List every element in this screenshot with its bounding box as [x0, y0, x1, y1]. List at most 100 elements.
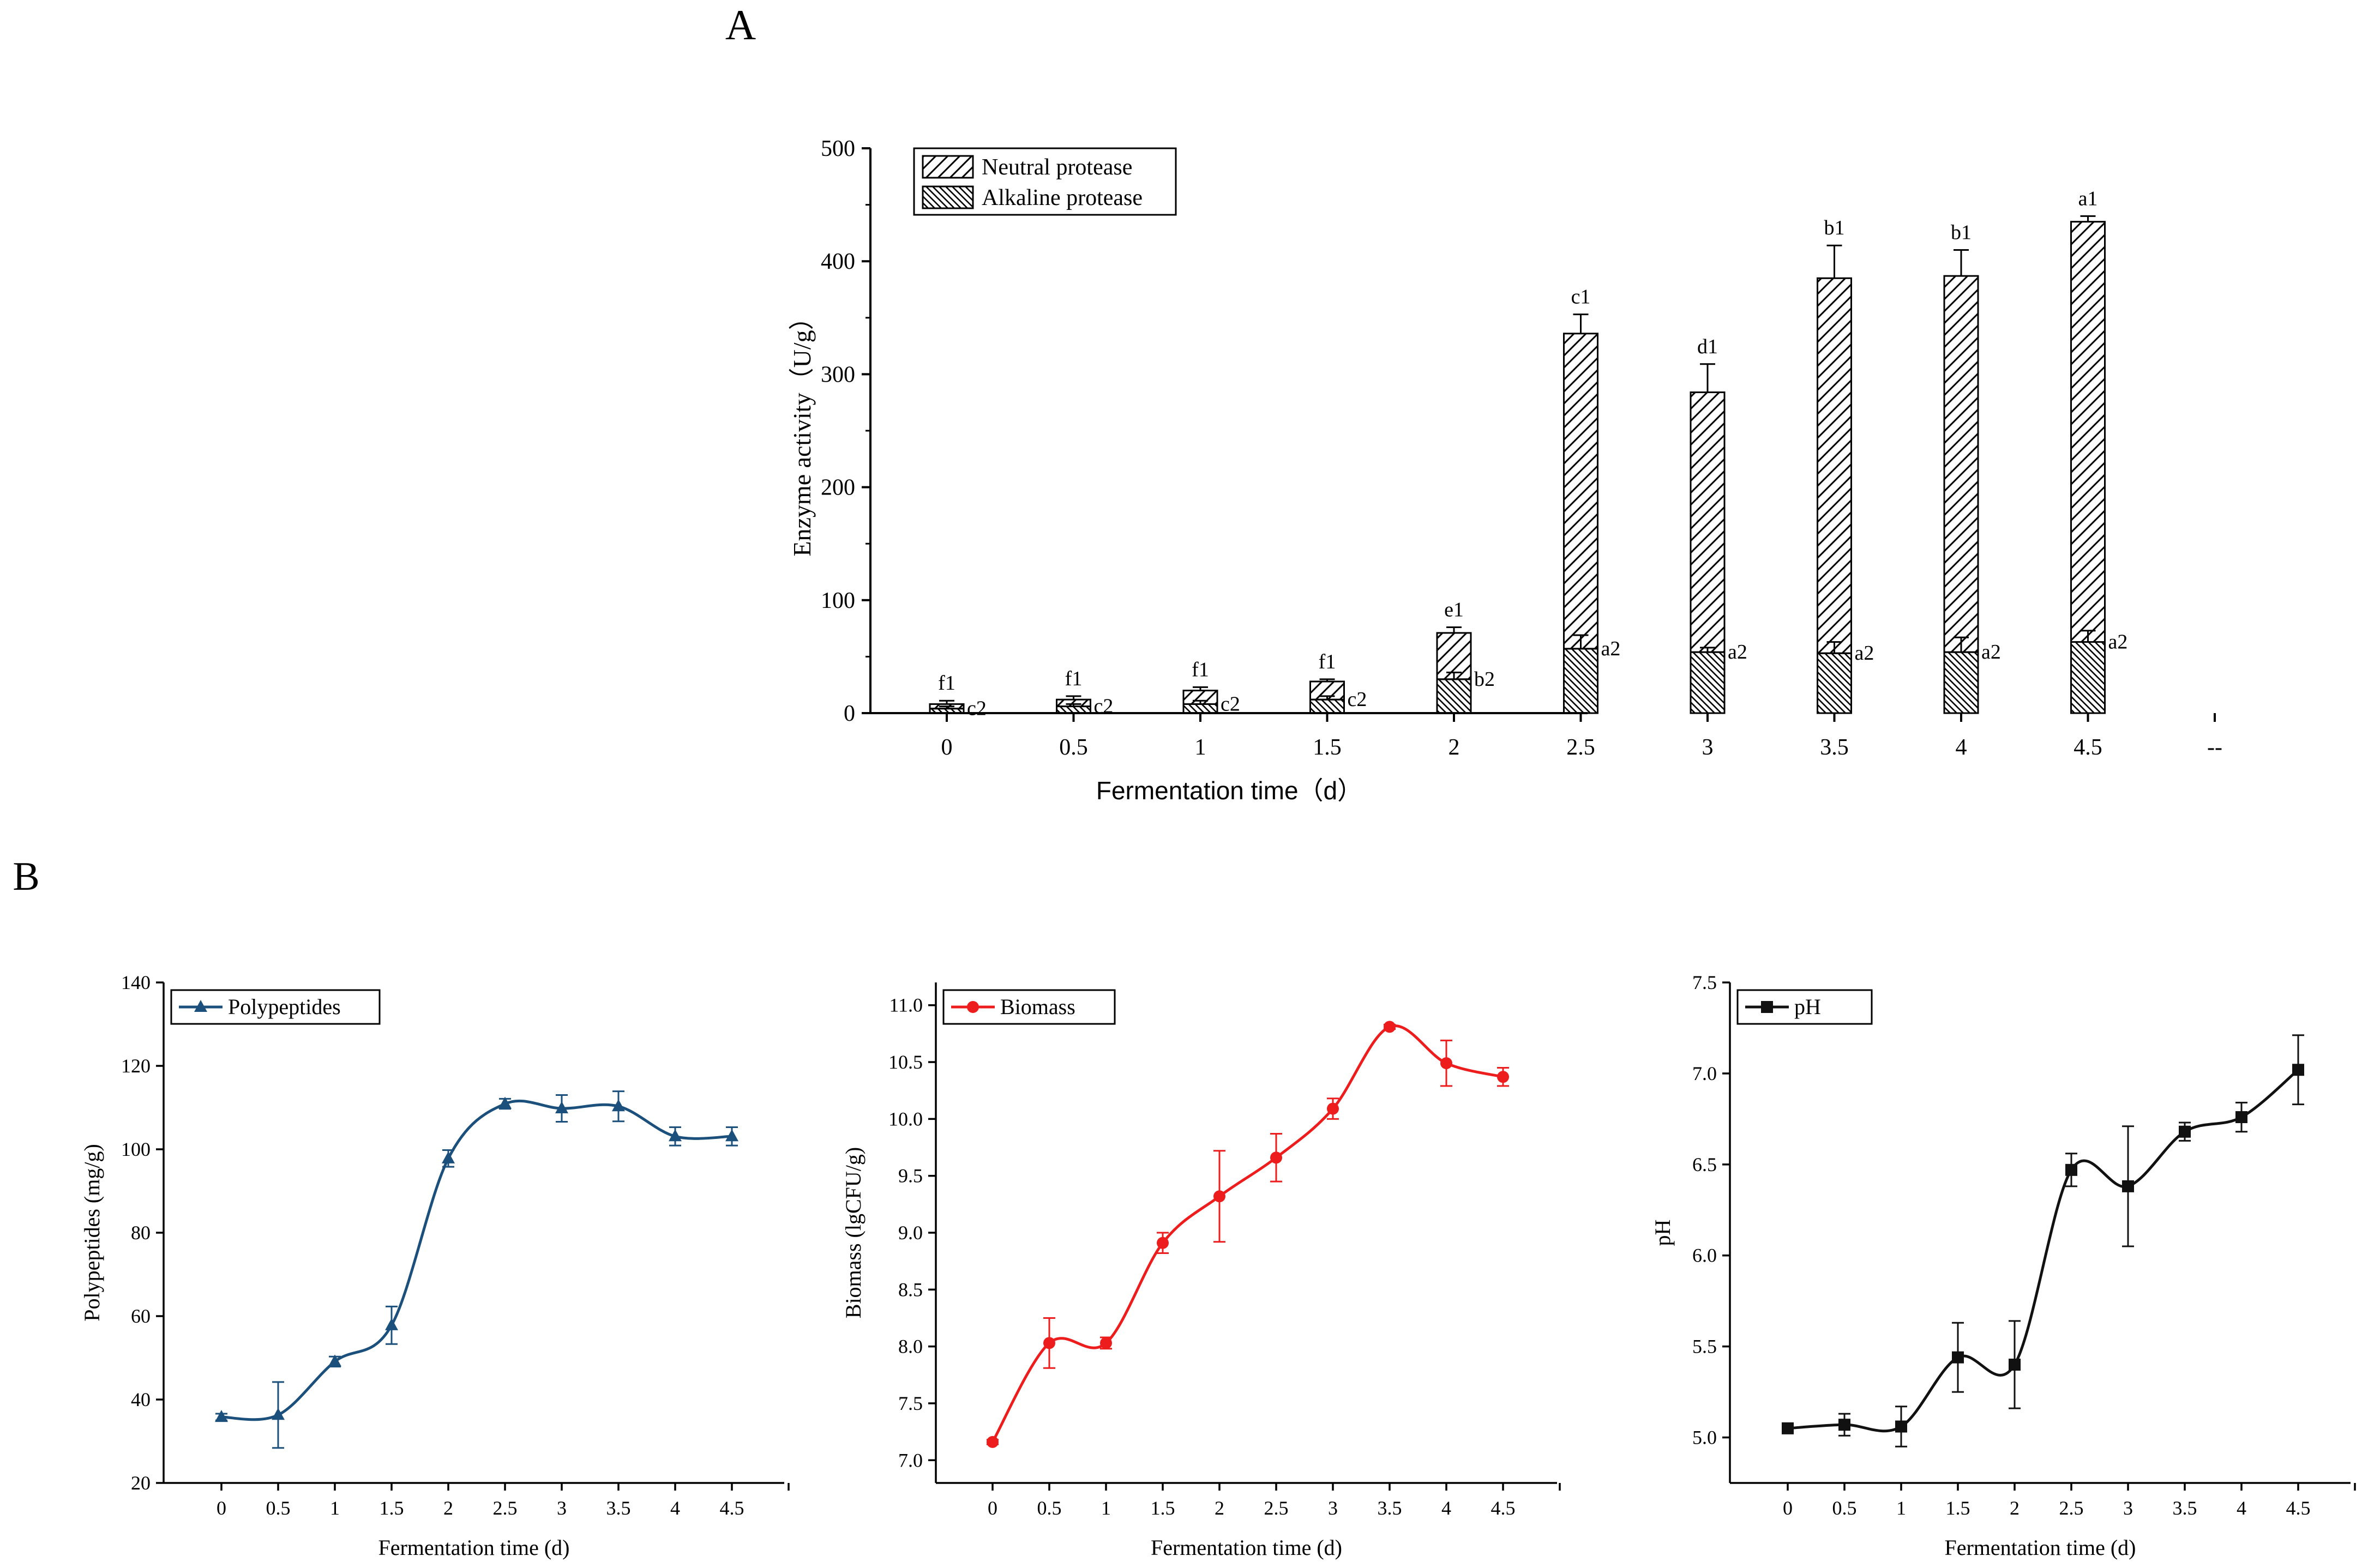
- legend-marker: [194, 1000, 207, 1012]
- error-bar-neutral: [1826, 244, 1842, 279]
- data-point: [1100, 1337, 1112, 1349]
- error-bar-neutral: [939, 699, 954, 704]
- y-axis-title: Polypeptides (mg/g): [80, 1144, 104, 1322]
- y-tick-label: 200: [821, 475, 855, 500]
- error-bar-neutral: [2080, 215, 2096, 222]
- data-point: [215, 1410, 228, 1422]
- error-bar-alkaline: [1573, 634, 1589, 649]
- data-point: [385, 1318, 398, 1330]
- significance-label-alkaline: c2: [1348, 688, 1367, 711]
- x-tick-label: 1.5: [380, 1497, 404, 1519]
- significance-label-alkaline: a2: [2108, 630, 2128, 653]
- y-tick-label: 0: [844, 701, 855, 726]
- error-bar-alkaline: [1446, 671, 1462, 679]
- significance-label-neutral: c1: [1571, 286, 1591, 309]
- error-bar-alkaline: [939, 705, 954, 709]
- significance-label-alkaline: a2: [1601, 637, 1621, 660]
- bar-neutral-protease: [1563, 333, 1598, 650]
- data-point: [1157, 1237, 1169, 1249]
- data-point: [987, 1436, 999, 1448]
- bar-neutral-protease: [1817, 277, 1852, 654]
- x-tick-label: 0: [988, 1497, 997, 1519]
- x-tick-label: 0.5: [1059, 735, 1088, 760]
- y-tick-label: 400: [821, 249, 855, 274]
- bar-alkaline-protease: [1436, 678, 1472, 714]
- x-tick-label: 0.5: [266, 1497, 291, 1519]
- bar-alkaline-protease: [1309, 698, 1345, 714]
- bar-alkaline-protease: [1817, 652, 1852, 714]
- y-tick-label: 6.0: [1692, 1245, 1717, 1267]
- data-point: [2235, 1111, 2247, 1124]
- y-tick-label: 7.0: [1692, 1063, 1717, 1084]
- x-tick-label: 2.5: [493, 1497, 518, 1519]
- data-point: [2009, 1359, 2021, 1371]
- x-tick-label: 0: [1783, 1497, 1793, 1519]
- x-tick-label: 1.5: [1313, 735, 1342, 760]
- y-tick-label: 8.5: [898, 1278, 923, 1300]
- x-tick-label: 3: [1702, 735, 1714, 760]
- bar-alkaline-protease: [1943, 651, 1979, 714]
- ph-chart: 5.0 5.5 6.0 6.5 7.0 7.5 0 0.5 1 1.5 2 2.5 3 3.5 4 4.5 Fe…: [1650, 972, 2356, 1560]
- significance-label-alkaline: c2: [1094, 695, 1114, 718]
- data-point: [555, 1101, 568, 1114]
- x-tick-label: 4: [1956, 735, 1967, 760]
- y-tick-label: 100: [121, 1138, 151, 1160]
- y-axis-title: Enzyme activity（U/g）: [788, 305, 816, 556]
- x-tick-label: 1.5: [1151, 1497, 1175, 1519]
- y-tick-label: 60: [131, 1305, 151, 1327]
- x-tick-label: 4.5: [2073, 735, 2102, 760]
- enzyme-activity-chart: 0 100 200 300 400 500 0 0.5 1 1.5 2 2.5 3 3.5 4 4.5 -- Fe…: [788, 136, 2222, 805]
- error-bar-neutral: [1700, 363, 1715, 393]
- x-tick-label: 1.5: [1946, 1497, 1970, 1519]
- x-tick-label: 1: [1101, 1497, 1111, 1519]
- bar-neutral-protease: [1690, 391, 1726, 653]
- series-line: [1787, 1069, 2299, 1433]
- y-tick-label: 500: [821, 136, 855, 161]
- x-tick-label: 4.5: [1491, 1497, 1516, 1519]
- bar-neutral-protease: [1943, 275, 1979, 653]
- error-bar-alkaline: [1826, 641, 1842, 654]
- significance-label-neutral: b1: [1824, 216, 1845, 239]
- error-bar-neutral: [1193, 686, 1208, 691]
- x-tick-label: 3.5: [1820, 735, 1849, 760]
- error-bar-alkaline: [1319, 695, 1335, 700]
- x-tick-label: 2.5: [2059, 1497, 2084, 1519]
- data-point: [1043, 1337, 1055, 1349]
- significance-label-neutral: f1: [938, 672, 955, 695]
- y-tick-label: 20: [131, 1472, 151, 1494]
- y-tick-label: 10.0: [888, 1108, 923, 1130]
- data-point: [1782, 1422, 1794, 1434]
- x-tick-label: 2: [1449, 735, 1460, 760]
- error-bar-neutral: [1066, 695, 1081, 700]
- x-tick-label: 0.5: [1832, 1497, 1857, 1519]
- x-tick-label: 2: [1215, 1497, 1224, 1519]
- data-point: [2179, 1125, 2191, 1138]
- error-bar-alkaline: [1954, 636, 1969, 653]
- error-bar-alkaline: [1700, 647, 1715, 653]
- x-tick-label: 0.5: [1037, 1497, 1062, 1519]
- legend-marker: [967, 1001, 979, 1013]
- bar-alkaline-protease: [1563, 648, 1598, 714]
- x-tick-label: 4: [2237, 1497, 2246, 1519]
- significance-label-neutral: f1: [1192, 658, 1209, 681]
- data-point: [725, 1129, 738, 1142]
- x-axis-title: Fermentation time (d): [1151, 1535, 1342, 1560]
- x-tick-label: 1: [1896, 1497, 1906, 1519]
- series-line: [991, 1024, 1504, 1443]
- data-point: [1440, 1057, 1452, 1070]
- x-tick-label: 3.5: [2173, 1497, 2197, 1519]
- y-tick-label: 8.0: [898, 1336, 923, 1358]
- legend-label: pH: [1794, 994, 1821, 1019]
- data-point: [2065, 1163, 2077, 1176]
- x-tick-label: 2.5: [1566, 735, 1595, 760]
- error-bar-neutral: [1319, 678, 1335, 682]
- legend-label-alkaline: Alkaline protease: [982, 185, 1143, 210]
- significance-label-alkaline: a2: [1981, 641, 2001, 664]
- error-bar-alkaline: [2080, 630, 2096, 642]
- bar-alkaline-protease: [1182, 703, 1218, 714]
- legend-swatch-neutral: [922, 155, 974, 179]
- bar-alkaline-protease: [929, 708, 965, 714]
- data-point: [1270, 1151, 1282, 1164]
- data-point: [1384, 1021, 1396, 1033]
- significance-label-alkaline: c2: [967, 697, 987, 720]
